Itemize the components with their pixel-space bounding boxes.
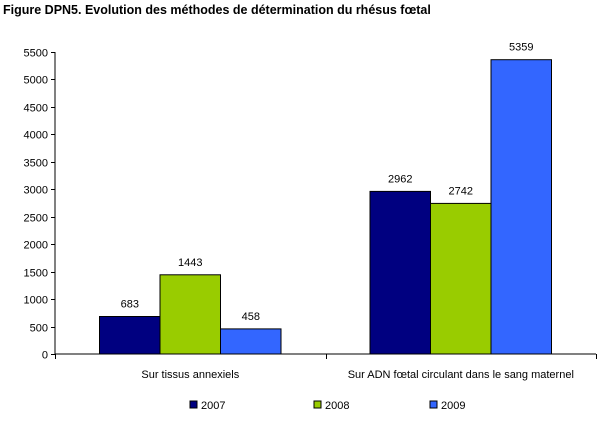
bar-data-labels: 683 1443 458 2962 2742 5359 bbox=[121, 42, 534, 323]
chart-bars bbox=[99, 59, 552, 355]
bar-value-label: 458 bbox=[242, 311, 260, 323]
bar-2008-1 bbox=[159, 274, 221, 355]
bar-2009-1 bbox=[220, 328, 282, 355]
legend-swatch-2007 bbox=[189, 400, 198, 409]
bar-2009-2 bbox=[490, 59, 552, 355]
y-tick-label: 5500 bbox=[24, 48, 48, 60]
legend-label: 2008 bbox=[325, 400, 349, 412]
bar-value-label: 683 bbox=[121, 299, 139, 311]
x-axis-category-labels: Sur tissus annexiels Sur ADN fœtal circul… bbox=[141, 369, 574, 381]
category-label: Sur tissus annexiels bbox=[141, 369, 239, 381]
bar-2007-1 bbox=[99, 316, 161, 355]
chart-legend: 2007 2008 2009 bbox=[189, 400, 465, 412]
bar-2007-2 bbox=[369, 190, 431, 355]
y-tick-label: 2000 bbox=[24, 240, 48, 252]
y-tick-label: 5000 bbox=[24, 75, 48, 87]
bar-value-label: 1443 bbox=[178, 257, 202, 269]
bar-value-label: 5359 bbox=[509, 42, 533, 54]
y-tick-label: 3500 bbox=[24, 158, 48, 170]
bar-2008-2 bbox=[430, 202, 492, 355]
y-tick-label: 4000 bbox=[24, 130, 48, 142]
legend-swatch-2008 bbox=[313, 400, 322, 409]
legend-label: 2007 bbox=[201, 400, 225, 412]
y-tick-label: 2500 bbox=[24, 213, 48, 225]
y-tick-label: 4500 bbox=[24, 103, 48, 115]
bar-value-label: 2742 bbox=[449, 185, 473, 197]
y-tick-label: 0 bbox=[42, 350, 48, 362]
y-tick-label: 3000 bbox=[24, 185, 48, 197]
chart-title: Figure DPN5. Evolution des méthodes de d… bbox=[3, 3, 431, 17]
y-tick-label: 500 bbox=[30, 323, 48, 335]
y-axis-tick-labels: 0 500 1000 1500 2000 2500 3000 3500 4000 4500 5000… bbox=[24, 48, 48, 362]
legend-label: 2009 bbox=[441, 400, 465, 412]
bar-value-label: 2962 bbox=[388, 173, 412, 185]
y-tick-label: 1500 bbox=[24, 268, 48, 280]
legend-swatch-2009 bbox=[429, 400, 438, 409]
category-label: Sur ADN fœtal circulant dans le sang mat… bbox=[348, 369, 574, 381]
y-tick-label: 1000 bbox=[24, 295, 48, 307]
